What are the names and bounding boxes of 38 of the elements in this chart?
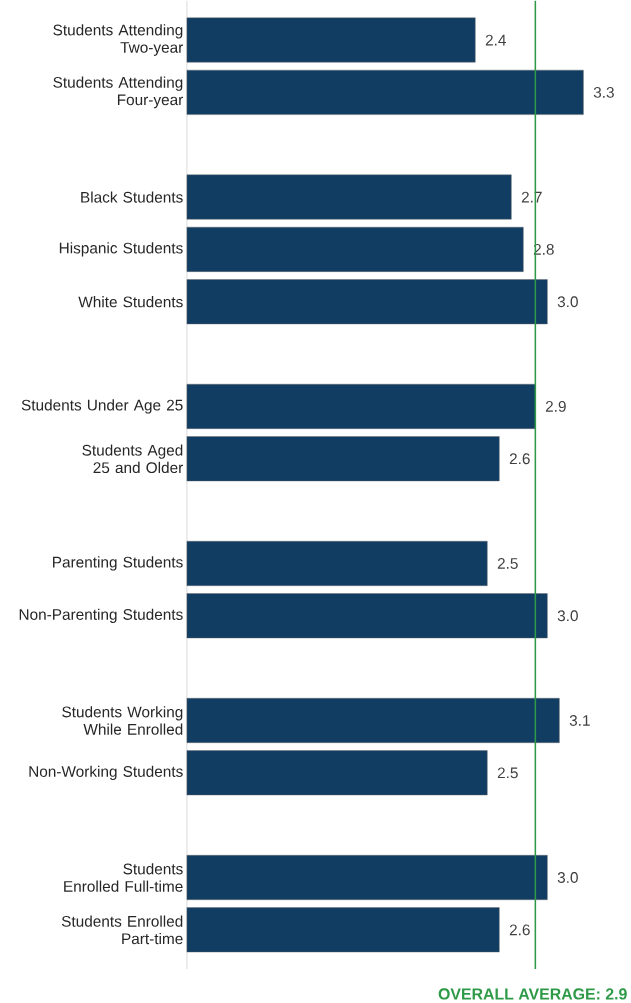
data-label: 3.3	[593, 86, 614, 98]
data-label: 2.4	[485, 34, 507, 46]
data-label: 2.6	[509, 453, 530, 465]
data-label: 2.6	[509, 924, 530, 936]
y-tick-label: Students Under Age 25	[21, 399, 183, 414]
bar	[186, 383, 536, 429]
bar	[186, 907, 500, 953]
y-tick-label: Students Working While Enrolled	[62, 706, 183, 735]
y-tick-label: Students Enrolled Full-time	[64, 863, 183, 892]
bar	[186, 174, 512, 220]
y-tick-label: White Students	[78, 296, 183, 308]
data-label: 3.0	[557, 610, 579, 622]
bar	[186, 279, 548, 325]
bar	[186, 541, 488, 586]
bar	[186, 436, 500, 482]
bar	[186, 226, 524, 272]
y-tick-label: Students Attending Two-year	[53, 24, 184, 56]
data-label: 2.9	[546, 400, 566, 412]
y-tick-label: Students Attending Four-year	[53, 76, 184, 109]
data-label: 3.1	[569, 715, 590, 726]
ref-line-label: OVERALL AVERAGE: 2.9	[438, 988, 627, 1000]
y-tick-label: Black Students	[81, 191, 183, 203]
data-label: 3.0	[557, 296, 579, 308]
y-tick-label: Hispanic Students	[59, 242, 183, 257]
y-tick-label: Students Aged 25 and Older	[82, 444, 184, 474]
bar	[186, 593, 548, 639]
y-tick-label: Non-Working Students	[29, 765, 183, 780]
bar	[186, 855, 548, 900]
y-tick-label: Parenting Students	[53, 556, 183, 571]
bar	[186, 17, 476, 63]
bar	[186, 69, 584, 115]
y-tick-label: Non-Parenting Students	[19, 608, 183, 623]
bar	[186, 698, 560, 743]
data-label: 2.5	[497, 767, 518, 779]
data-label: 2.5	[497, 558, 518, 569]
bar	[186, 750, 488, 796]
data-label: 3.0	[557, 872, 579, 883]
y-tick-label: Students Enrolled Part-time	[61, 915, 183, 945]
